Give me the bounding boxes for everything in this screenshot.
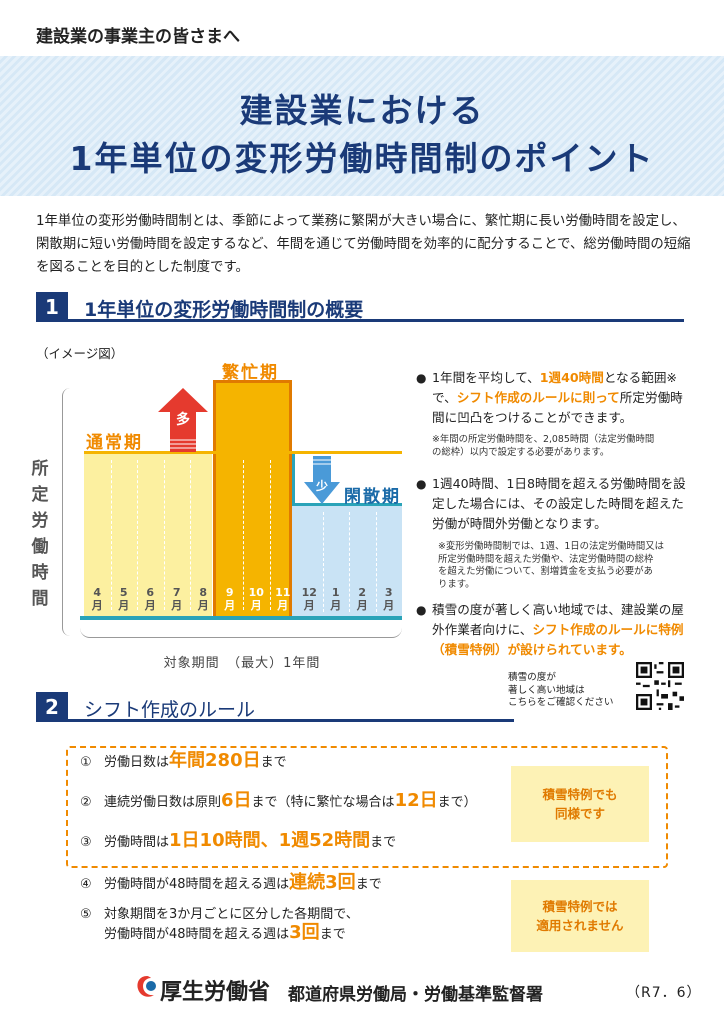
busy-period-bar bbox=[213, 380, 292, 616]
bullet-overtime-text: 1週40時間、1日8時間を超える労働時間を設定した場合には、その設定した時間を超… bbox=[432, 476, 686, 531]
more-label: 多 bbox=[176, 411, 190, 428]
month-divider bbox=[137, 460, 138, 610]
busy-period-outline bbox=[213, 380, 292, 616]
bullet-overtime: ● 1週40時間、1日8時間を超える労働時間を設定した場合には、その設定した時間… bbox=[416, 474, 692, 534]
intro-paragraph: 1年単位の変形労働時間制とは、季節によって業務に繁閑が大きい場合に、繁忙期に長い… bbox=[36, 214, 691, 275]
horizontal-brace bbox=[80, 628, 402, 638]
y-axis-label: 所定労働時間 bbox=[31, 459, 49, 609]
chart-baseline bbox=[80, 616, 402, 620]
image-label: （イメージ図） bbox=[36, 346, 124, 361]
normal-level-line bbox=[84, 451, 402, 454]
ministry-logo-icon bbox=[137, 976, 156, 997]
less-arrow-icon: 少 bbox=[304, 456, 340, 504]
version-label: （R7．6） bbox=[626, 985, 702, 1001]
snow-same-note: 積雪特例でも 同様です bbox=[511, 766, 649, 842]
snow-not-applicable-note: 積雪特例では 適用されません bbox=[511, 880, 649, 952]
bureau-name: 都道府県労働局・労働基準監督署 bbox=[288, 985, 543, 1005]
idle-period-top-line bbox=[292, 503, 402, 506]
section1-header: 1 1年単位の変形労働時間制の概要 bbox=[36, 292, 684, 322]
ministry-name: 厚生労働省 bbox=[160, 980, 271, 1005]
busy-period-label: 繁忙期 bbox=[222, 363, 279, 383]
note-annual-hours: ※年間の所定労働時間を、2,085時間（法定労働時間 の総枠）以内で設定する必要… bbox=[432, 434, 655, 458]
section2-header: 2 シフト作成のルール bbox=[36, 692, 514, 722]
vertical-brace bbox=[62, 388, 72, 636]
section2-title: シフト作成のルール bbox=[84, 699, 256, 721]
bullet-snow-exception: ● 積雪の度が著しく高い地域では、建設業の屋外作業者向けに、シフト作成のルールに… bbox=[416, 600, 692, 660]
month-label: 10 月 bbox=[248, 586, 264, 612]
less-label: 少 bbox=[315, 478, 328, 493]
period-label: 対象期間 （最大）1年間 bbox=[163, 656, 321, 671]
month-label: 11 月 bbox=[275, 586, 291, 612]
bullet-snow-text: 積雪の度が著しく高い地域では、建設業の屋外作業者向けに、シフト作成のルールに特例… bbox=[432, 602, 684, 657]
month-divider bbox=[243, 460, 244, 610]
bullet-average-text: 1年間を平均して、1週40時間となる範囲※で、シフト作成のルールに則って所定労働… bbox=[432, 370, 683, 425]
idle-period-bar bbox=[292, 503, 402, 616]
month-divider bbox=[349, 512, 350, 612]
month-label: 12 月 bbox=[301, 586, 317, 612]
rule-2: ② 連続労働日数は原則6日まで（特に繁忙な場合は12日まで） bbox=[80, 790, 477, 811]
bullet-dot: ● bbox=[416, 603, 427, 617]
audience-label: 建設業の事業主の皆さまへ bbox=[36, 27, 240, 47]
note-premium-wage: ※変形労働時間制では、1週、1日の法定労働時間又は 所定労働時間を超えた労働や、… bbox=[438, 541, 665, 590]
rule-4: ④ 労働時間が48時間を超える週は連続3回まで bbox=[80, 872, 382, 893]
title-band bbox=[0, 56, 724, 196]
month-divider bbox=[163, 460, 165, 610]
qr-note: 積雪の度が 著しく高い地域は こちらをご確認ください bbox=[508, 672, 614, 708]
section2-number: 2 bbox=[36, 692, 68, 722]
idle-period-label: 閑散期 bbox=[344, 487, 401, 507]
section1-number: 1 bbox=[36, 292, 68, 322]
snow-same-rules-box bbox=[66, 746, 668, 868]
bullet-dot: ● bbox=[416, 477, 427, 491]
normal-period-label: 通常期 bbox=[86, 433, 143, 453]
month-divider bbox=[269, 460, 271, 610]
month-divider bbox=[110, 460, 112, 610]
section1-title: 1年単位の変形労働時間制の概要 bbox=[84, 299, 364, 321]
rule-5: ⑤ 対象期間を3か月ごとに区分した各期間で、 労働時間が48時間を超える週は3回ま… bbox=[80, 907, 359, 943]
month-divider bbox=[190, 460, 191, 610]
idle-period-step-line bbox=[292, 453, 295, 506]
rule-1: ① 労働日数は年間280日まで bbox=[80, 750, 287, 771]
page-title-line2: 1年単位の変形労働時間制のポイント bbox=[69, 139, 655, 178]
bullet-average: ● 1年間を平均して、1週40時間となる範囲※で、シフト作成のルールに則って所定… bbox=[416, 368, 692, 428]
rule-3: ③ 労働時間は1日10時間、1週52時間まで bbox=[80, 830, 397, 851]
more-arrow-icon: 多 bbox=[158, 388, 208, 452]
bullet-dot: ● bbox=[416, 371, 427, 385]
month-divider bbox=[322, 512, 324, 612]
month-divider bbox=[375, 512, 377, 612]
page-title-line1: 建設業における bbox=[239, 91, 485, 130]
qr-code[interactable] bbox=[636, 662, 684, 710]
